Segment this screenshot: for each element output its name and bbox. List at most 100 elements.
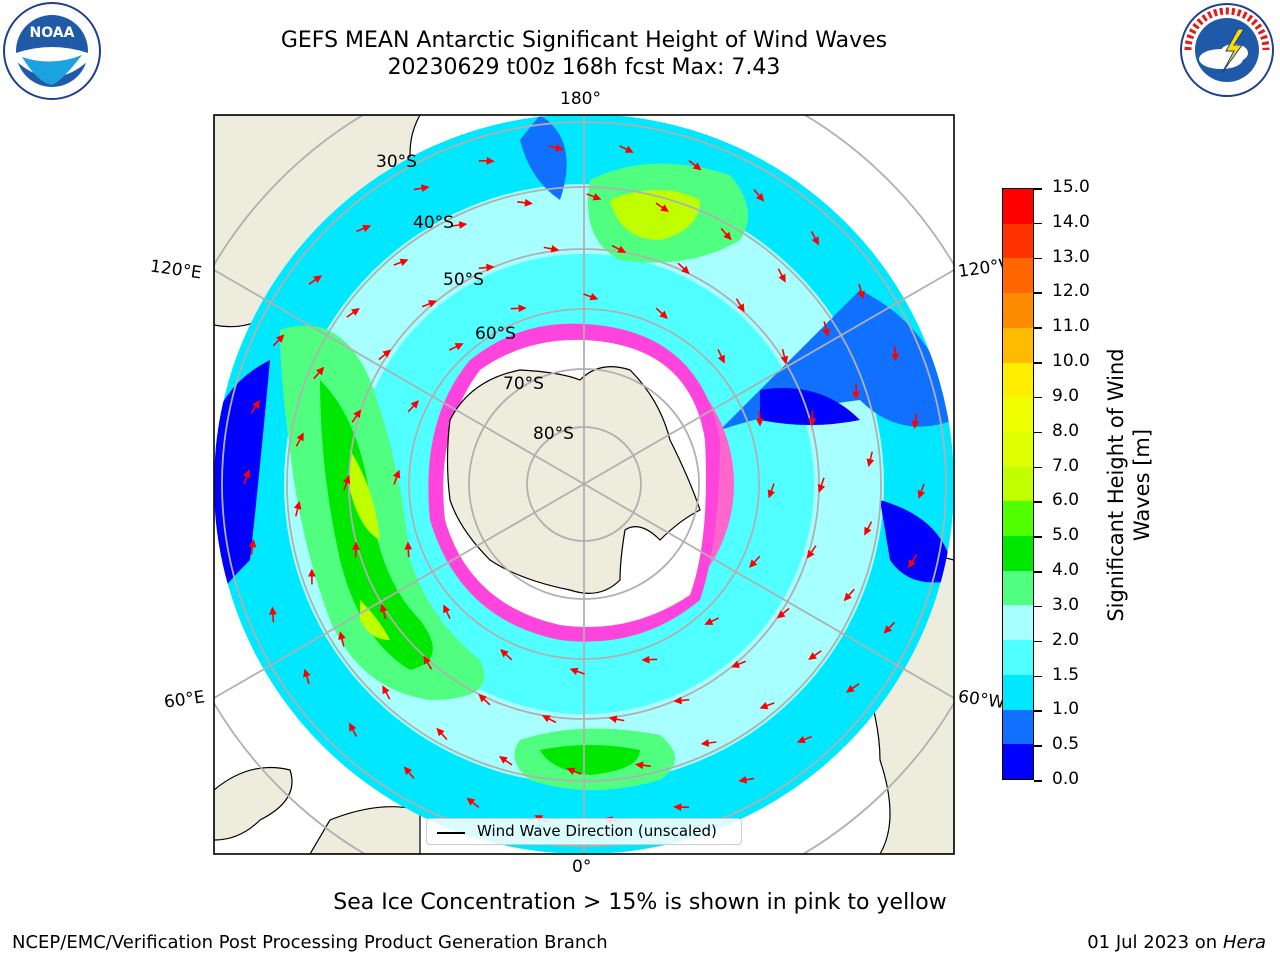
wave-arrow-head xyxy=(436,727,445,737)
colorbar-tick xyxy=(1034,362,1042,364)
wave-arrow-head xyxy=(635,761,644,770)
lon-label-180: 180° xyxy=(560,89,601,109)
wave-arrow-head xyxy=(313,275,323,284)
colorbar-segment xyxy=(1003,536,1033,571)
colorbar-segment xyxy=(1003,605,1033,641)
wave-arrow-head xyxy=(342,475,351,484)
lat-label-30s: 30°S xyxy=(376,152,417,172)
footer-machine: Hera xyxy=(1222,932,1266,953)
wave-arrow-head xyxy=(738,775,747,784)
colorbar-tick xyxy=(1034,327,1042,329)
wave-arrow-head xyxy=(917,489,925,499)
wave-arrow-head xyxy=(500,649,509,658)
colorbar-segment xyxy=(1003,431,1033,467)
chart-title: GEFS MEAN Antarctic Significant Height o… xyxy=(280,28,888,53)
svg-text:NOAA: NOAA xyxy=(30,25,75,41)
colorbar-tick-label: 12.0 xyxy=(1052,281,1090,302)
wave-arrow-head xyxy=(589,293,599,301)
wave-arrow-head xyxy=(466,797,476,806)
colorbar-tick-label: 1.5 xyxy=(1052,664,1080,685)
colorbar-tick xyxy=(1034,292,1042,294)
wave-arrow-head xyxy=(541,715,551,723)
wave-arrow-head xyxy=(486,157,495,165)
wave-arrow-head xyxy=(759,701,769,710)
lat-label-60s: 60°S xyxy=(475,324,516,344)
colorbar-title: Significant Height of Wind Waves [m] xyxy=(1104,348,1154,622)
wave-arrow-head xyxy=(454,343,464,351)
wave-arrow-head xyxy=(864,526,872,536)
colorbar-tick xyxy=(1034,222,1042,225)
madagascar-land xyxy=(309,806,421,854)
wave-arrow-head xyxy=(592,193,602,201)
wave-arrow-head xyxy=(399,258,409,267)
noaa-logo: NOAA xyxy=(3,2,101,100)
wave-arrow-head xyxy=(673,803,682,811)
wave-arrow-head xyxy=(660,204,670,213)
footer-date-text: 01 Jul 2023 on xyxy=(1087,932,1223,953)
wave-arrow-head xyxy=(518,304,527,313)
colorbar-tick xyxy=(1034,640,1042,643)
wave-arrow-head xyxy=(843,592,852,602)
wave-arrow-head xyxy=(353,409,362,419)
wave-arrow-head xyxy=(852,391,860,400)
wave-arrow-head xyxy=(316,366,325,376)
colorbar-tick xyxy=(1034,745,1042,747)
wave-arrow-head xyxy=(608,715,618,724)
wave-arrow-head xyxy=(382,349,392,358)
wave-arrow-head xyxy=(908,559,916,569)
colorbar-segment xyxy=(1003,709,1033,745)
lat-label-80s: 80°S xyxy=(533,424,574,444)
wave-arrow-head xyxy=(796,735,806,744)
wave-arrow-head xyxy=(410,400,419,409)
wave-arrow-head xyxy=(811,236,819,246)
wave-arrow-head xyxy=(550,244,560,253)
colorbar-tick xyxy=(1034,431,1042,434)
colorbar-tick-label: 2.0 xyxy=(1052,629,1080,650)
colorbar-segment xyxy=(1003,223,1033,259)
colorbar-tick-label: 1.0 xyxy=(1052,699,1080,720)
colorbar-tick xyxy=(1034,780,1042,782)
wave-arrow-head xyxy=(379,603,388,613)
wave-arrow-head xyxy=(423,655,431,665)
wave-arrow-head xyxy=(659,310,668,319)
wave-arrow-head xyxy=(778,273,786,283)
colorbar xyxy=(1002,188,1034,780)
wave-arrow-head xyxy=(293,500,302,510)
wave-arrow-head xyxy=(723,231,732,241)
colorbar-tick-label: 13.0 xyxy=(1052,246,1090,267)
wave-arrow-head xyxy=(731,660,741,668)
wave-arrow-head xyxy=(717,354,725,364)
footer-date: 01 Jul 2023 on Hera xyxy=(1087,932,1266,953)
wave-arrow-head xyxy=(524,198,533,207)
graticule xyxy=(214,115,954,854)
wave-arrow-head xyxy=(404,541,413,550)
lat-label-70s: 70°S xyxy=(503,374,544,394)
footer-credit: NCEP/EMC/Verification Post Processing Pr… xyxy=(12,932,608,953)
wave-arrow-head xyxy=(891,353,900,362)
wave-arrow-head xyxy=(268,606,277,615)
wave-arrow-head xyxy=(806,549,815,559)
wave-arrow-head xyxy=(248,539,257,548)
colorbar-tick xyxy=(1034,188,1042,190)
wave-arrow-head xyxy=(749,559,758,568)
wave-arrow-head xyxy=(737,303,745,313)
wave-arrow-head xyxy=(393,469,401,479)
wave-arrow-head xyxy=(692,162,702,171)
colorbar-tick-label: 9.0 xyxy=(1052,385,1080,406)
wave-arrow-head xyxy=(624,145,634,153)
colorbar-tick xyxy=(1034,501,1042,503)
map-legend: Wind Wave Direction (unscaled) xyxy=(426,818,742,845)
wave-arrow-head xyxy=(845,684,855,693)
wave-arrow-head xyxy=(566,767,576,775)
wave-arrow-head xyxy=(681,265,690,275)
colorbar-segment xyxy=(1003,362,1033,398)
lon-label-0: 0° xyxy=(572,857,592,877)
wave-arrow-head xyxy=(911,420,920,429)
wave-arrow-head xyxy=(756,193,765,202)
wave-arrow-head xyxy=(486,263,495,272)
legend-label: Wind Wave Direction (unscaled) xyxy=(477,822,717,840)
colorbar-segment xyxy=(1003,466,1033,502)
colorbar-tick-label: 3.0 xyxy=(1052,594,1080,615)
wave-arrow-head xyxy=(767,489,775,499)
